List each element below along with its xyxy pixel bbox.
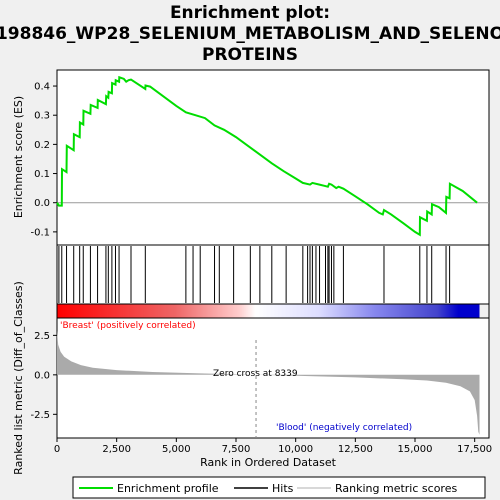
zero-cross-label: Zero cross at 8339 — [213, 369, 298, 379]
rank-y-tick-label: 0.0 — [34, 370, 50, 381]
rank-y-axis-label: Ranked list metric (Diff_of_Classes) — [12, 281, 25, 475]
negative-class-label: 'Blood' (negatively correlated) — [276, 423, 412, 433]
title-line-2: 198846_WP28_SELENIUM_METABOLISM_AND_SELE… — [0, 24, 500, 44]
x-tick-label: 17,500 — [457, 444, 492, 455]
rank-y-tick-label: 2.5 — [34, 331, 50, 342]
enrichment-profile-line — [56, 75, 478, 237]
legend-label-ranking: Ranking metric scores — [335, 482, 457, 495]
gradient-bar — [57, 304, 480, 318]
x-tick-label: 5,000 — [162, 444, 191, 455]
x-tick-label: 7,500 — [222, 444, 251, 455]
legend-label-hits: Hits — [272, 482, 294, 495]
x-tick-label: 2,500 — [102, 444, 131, 455]
x-tick-label: 15,000 — [398, 444, 433, 455]
legend-box — [72, 476, 486, 499]
x-axis-label: Rank in Ordered Dataset — [200, 456, 337, 469]
positive-class-label: 'Breast' (positively correlated) — [60, 321, 196, 331]
rank-metric-panel: Zero cross at 8339 'Breast' (positively … — [12, 281, 492, 475]
correlation-color-bar — [56, 303, 490, 319]
x-tick-label: 0 — [54, 444, 60, 455]
x-tick-label: 12,500 — [338, 444, 373, 455]
es-y-axis-label: Enrichment score (ES) — [12, 96, 25, 218]
es-panel-frame — [56, 69, 490, 246]
rank-y-ticks: -2.5 0.0 2.5 — [30, 331, 57, 421]
es-y-tick-label: 0.0 — [34, 198, 50, 209]
title-line-3: PROTEINS — [202, 45, 298, 65]
legend-label-enrichment: Enrichment profile — [117, 482, 219, 495]
es-panel: -0.1 0.0 0.1 0.2 0.3 0.4 Enrichment score (ES… — [12, 69, 490, 246]
es-y-tick-label: 0.4 — [34, 82, 50, 93]
es-y-ticks: -0.1 0.0 0.1 0.2 0.3 0.4 — [30, 82, 57, 238]
hits-panel-frame — [56, 244, 490, 305]
rank-y-tick-label: -2.5 — [30, 410, 50, 421]
rank-x-ticks: 0 2,500 5,000 7,500 10,000 12,500 15,000 17,500 — [54, 438, 492, 455]
es-y-tick-label: 0.1 — [34, 169, 50, 180]
title-line-1: Enrichment plot: — [170, 3, 330, 23]
es-y-tick-label: 0.2 — [34, 140, 50, 151]
hits-panel — [56, 244, 490, 305]
hit-marks — [58, 246, 451, 303]
es-y-tick-label: 0.3 — [34, 111, 50, 122]
x-tick-label: 10,000 — [278, 444, 313, 455]
legend: Enrichment profile Hits Ranking metric s… — [72, 476, 486, 499]
es-y-tick-label: -0.1 — [30, 227, 50, 238]
